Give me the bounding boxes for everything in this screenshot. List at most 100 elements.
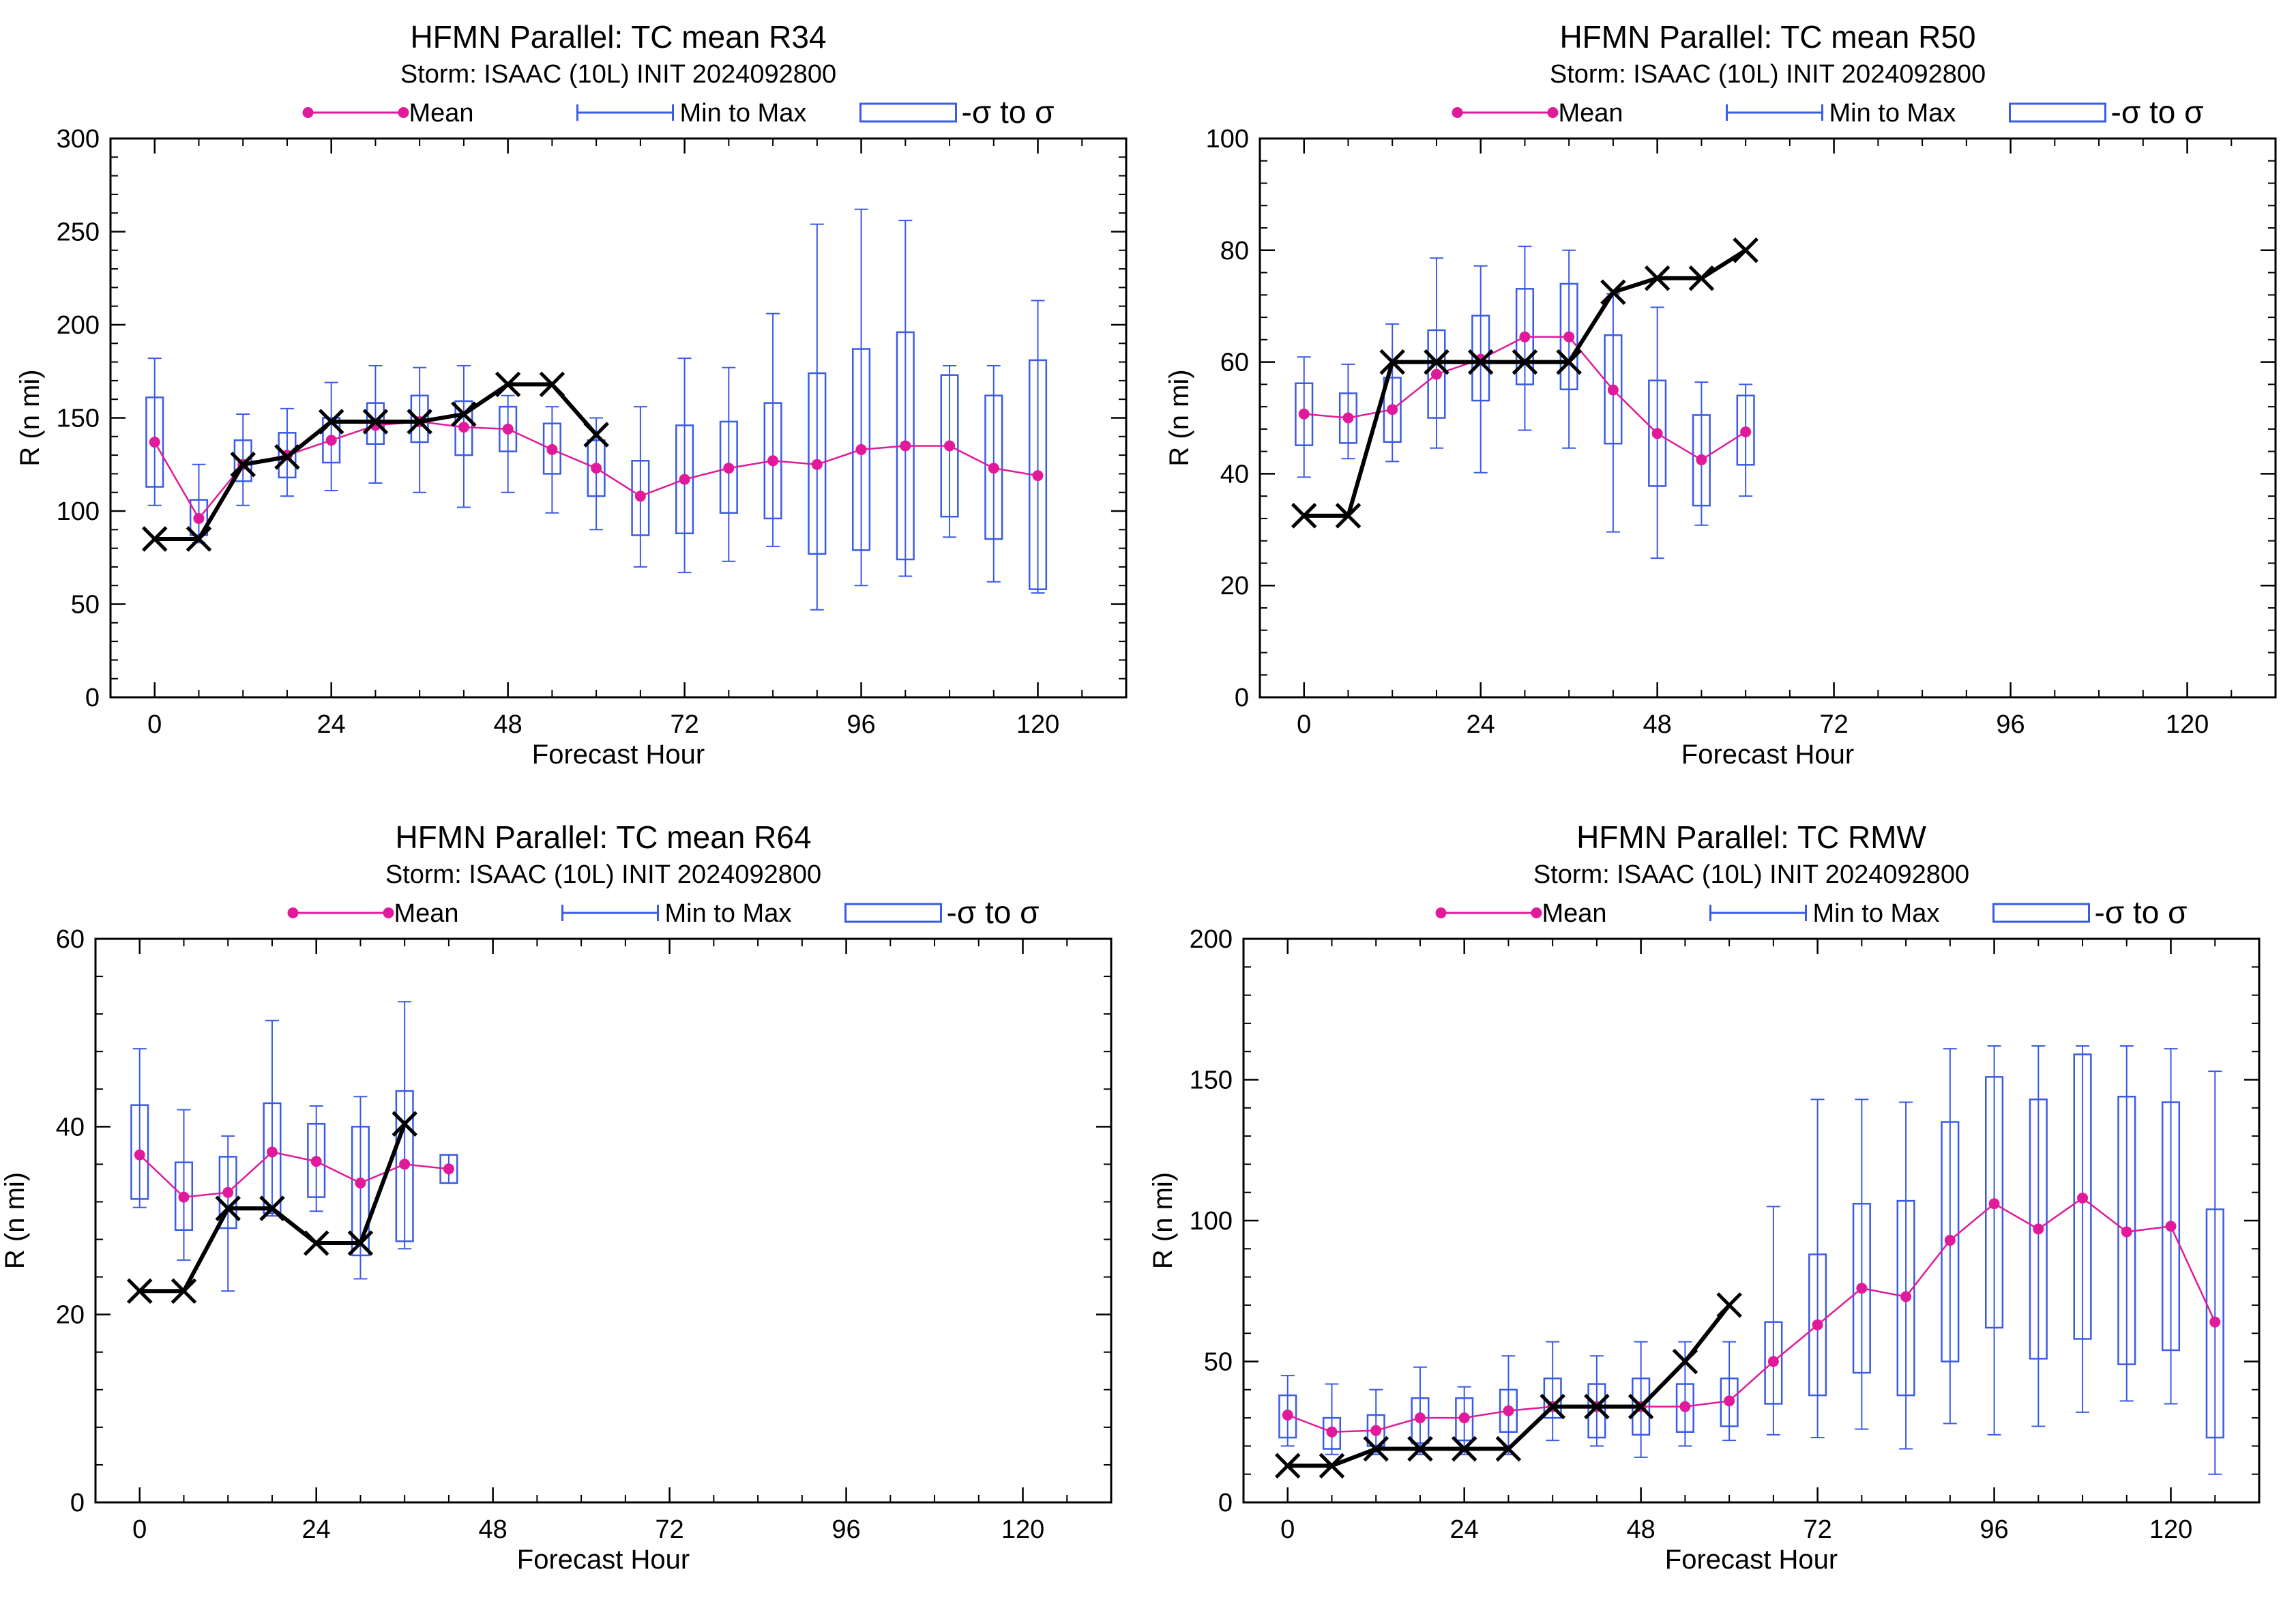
- legend-sigma-box: [1992, 903, 2090, 923]
- observed-x-stroke: [1644, 265, 1671, 291]
- observed-point: [1379, 349, 1405, 375]
- mean-point: [1282, 1409, 1293, 1421]
- x-tick-label: 96: [831, 1515, 860, 1544]
- sigma-box: [1383, 377, 1402, 443]
- mean-point: [1519, 331, 1531, 343]
- mean-point: [2209, 1316, 2221, 1328]
- observed-x-stroke: [539, 371, 565, 398]
- observed-point: [1672, 1348, 1698, 1375]
- observed-x-stroke: [1556, 349, 1582, 375]
- observed-point: [186, 526, 212, 552]
- observed-point: [1335, 503, 1362, 529]
- y-tick-label: 20: [56, 1301, 85, 1330]
- x-tick-label: 0: [147, 710, 162, 739]
- sigma-box: [1941, 1121, 1960, 1363]
- legend-mean-label: Mean: [394, 899, 459, 928]
- y-axis-label: R (n mi): [1148, 1172, 1178, 1269]
- mean-point: [1326, 1426, 1338, 1438]
- observed-point: [1556, 349, 1582, 375]
- observed-x-stroke: [1688, 265, 1715, 291]
- observed-x-stroke: [215, 1195, 241, 1221]
- sigma-box: [2073, 1053, 2092, 1340]
- observed-x-stroke: [186, 526, 212, 552]
- mean-point: [1414, 1412, 1426, 1424]
- sigma-box: [1692, 414, 1711, 507]
- observed-point: [1467, 349, 1494, 375]
- sigma-box: [1896, 1199, 1915, 1397]
- y-tick-label: 100: [1190, 1207, 1233, 1236]
- mean-point: [546, 443, 558, 455]
- y-tick-label: 80: [1220, 237, 1249, 265]
- observed-point: [1600, 279, 1626, 305]
- sigma-box: [395, 1090, 414, 1242]
- legend-mean-marker: [1435, 907, 1447, 918]
- sigma-box: [1852, 1202, 1871, 1374]
- observed-point: [259, 1195, 285, 1221]
- y-tick-label: 40: [1220, 460, 1249, 489]
- mean-point: [811, 458, 823, 470]
- x-tick-label: 96: [847, 710, 875, 739]
- x-tick-label: 24: [302, 1515, 331, 1544]
- sigma-box: [278, 432, 297, 479]
- observed-point: [126, 1278, 153, 1305]
- mean-point: [1563, 331, 1575, 343]
- mean-point: [310, 1156, 322, 1167]
- legend-mean-marker: [1531, 907, 1542, 918]
- chart-title: HFMN Parallel: TC mean R64: [395, 819, 811, 855]
- observed-x-stroke: [407, 409, 432, 435]
- observed-point: [303, 1230, 329, 1256]
- y-tick-label: 50: [1204, 1348, 1233, 1377]
- y-tick-label: 100: [57, 497, 100, 526]
- y-tick-label: 200: [57, 311, 100, 340]
- y-tick-label: 60: [1220, 349, 1249, 377]
- sigma-box: [675, 424, 694, 535]
- x-tick-label: 48: [479, 1515, 507, 1544]
- x-tick-label: 48: [1643, 710, 1672, 739]
- chart-panel-4: HFMN Parallel: TC RMW Storm: ISAAC (10L) …: [1148, 819, 2261, 1575]
- mean-point: [1503, 1405, 1514, 1416]
- observed-point: [1363, 1436, 1389, 1462]
- x-tick-label: 120: [1001, 1515, 1044, 1544]
- mean-point: [1812, 1319, 1823, 1330]
- mean-point: [1342, 412, 1354, 424]
- mean-point: [1651, 428, 1663, 439]
- legend-sigma-box: [844, 903, 942, 923]
- mean-point: [679, 474, 690, 485]
- x-tick-label: 72: [655, 1515, 683, 1544]
- mean-point: [1740, 426, 1752, 437]
- plot-data: [141, 208, 1048, 611]
- mean-point: [2077, 1192, 2089, 1204]
- sigma-box: [984, 394, 1003, 540]
- observed-x-stroke: [451, 401, 477, 427]
- observed-point: [1424, 349, 1449, 375]
- legend-mean-marker: [398, 107, 409, 118]
- chart-title: HFMN Parallel: TC mean R50: [1559, 19, 1975, 55]
- observed-x-stroke: [1512, 349, 1538, 375]
- y-tick-label: 150: [1190, 1066, 1233, 1095]
- mean-point: [502, 423, 514, 435]
- y-tick-label: 100: [1206, 125, 1249, 154]
- y-tick-label: 0: [85, 684, 100, 712]
- mean-point: [944, 440, 956, 452]
- mean-point: [1607, 384, 1619, 396]
- plot-data: [1274, 1045, 2224, 1479]
- x-axis-label: Forecast Hour: [517, 1545, 690, 1575]
- chart-panel-2: HFMN Parallel: TC mean R50 Storm: ISAAC (…: [1164, 19, 2277, 770]
- mean-point: [1988, 1198, 2000, 1210]
- mean-point: [1370, 1425, 1382, 1436]
- observed-x-stroke: [362, 409, 389, 435]
- legend: Mean Min to Max -σ to σ: [287, 894, 1040, 930]
- observed-x-stroke: [1319, 1453, 1345, 1479]
- legend-mean-marker: [287, 907, 299, 918]
- chart-subtitle: Storm: ISAAC (10L) INIT 2024092800: [400, 60, 836, 89]
- observed-x-stroke: [1467, 349, 1494, 375]
- mean-point: [1696, 454, 1707, 465]
- observed-point: [362, 409, 389, 435]
- observed-point: [1274, 1453, 1301, 1479]
- x-tick-label: 0: [132, 1515, 147, 1544]
- observed-x-stroke: [1274, 1453, 1301, 1479]
- observed-x-stroke: [1600, 279, 1626, 305]
- x-tick-label: 96: [1996, 710, 2025, 739]
- mean-point: [1430, 368, 1442, 380]
- observed-point: [1407, 1436, 1433, 1462]
